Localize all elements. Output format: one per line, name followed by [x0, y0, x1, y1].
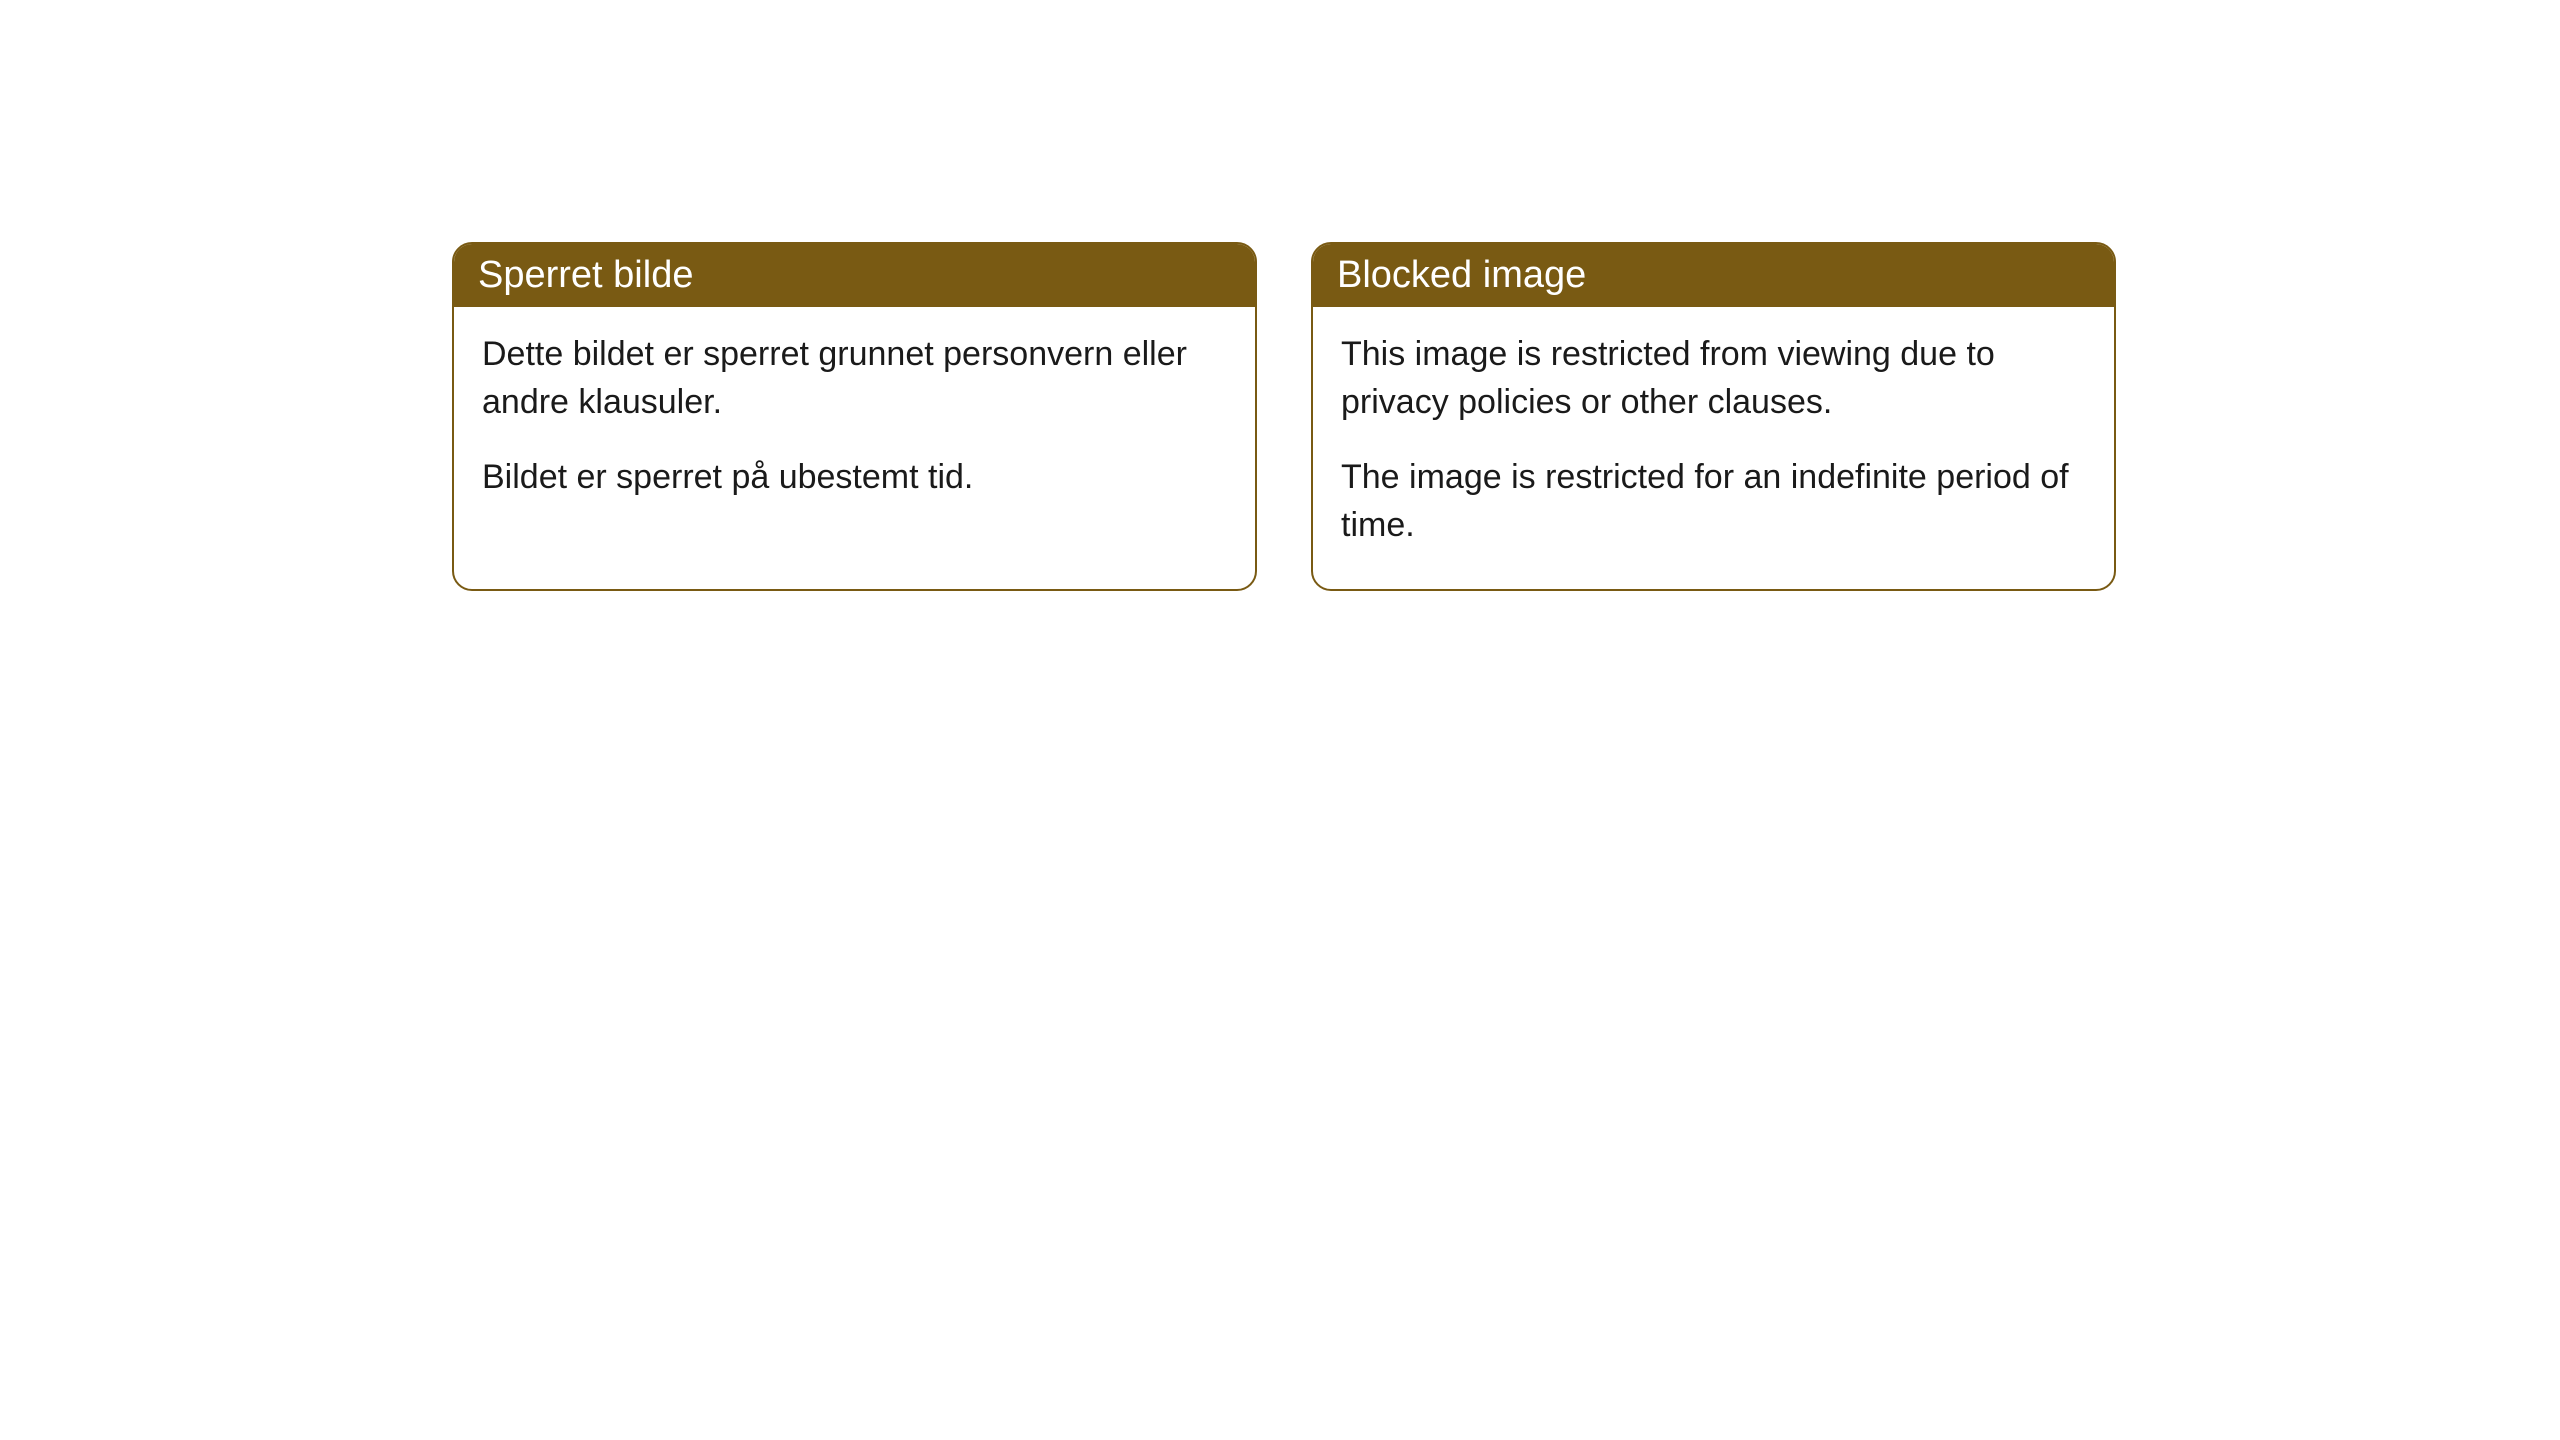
card-text-no-1: Dette bildet er sperret grunnet personve…	[482, 331, 1227, 426]
card-header-no: Sperret bilde	[454, 244, 1255, 307]
card-body-en: This image is restricted from viewing du…	[1313, 307, 2114, 589]
card-text-no-2: Bildet er sperret på ubestemt tid.	[482, 454, 1227, 502]
card-text-en-1: This image is restricted from viewing du…	[1341, 331, 2086, 426]
card-header-en: Blocked image	[1313, 244, 2114, 307]
notice-cards-container: Sperret bilde Dette bildet er sperret gr…	[452, 242, 2116, 591]
card-body-no: Dette bildet er sperret grunnet personve…	[454, 307, 1255, 542]
blocked-image-card-no: Sperret bilde Dette bildet er sperret gr…	[452, 242, 1257, 591]
card-text-en-2: The image is restricted for an indefinit…	[1341, 454, 2086, 549]
blocked-image-card-en: Blocked image This image is restricted f…	[1311, 242, 2116, 591]
